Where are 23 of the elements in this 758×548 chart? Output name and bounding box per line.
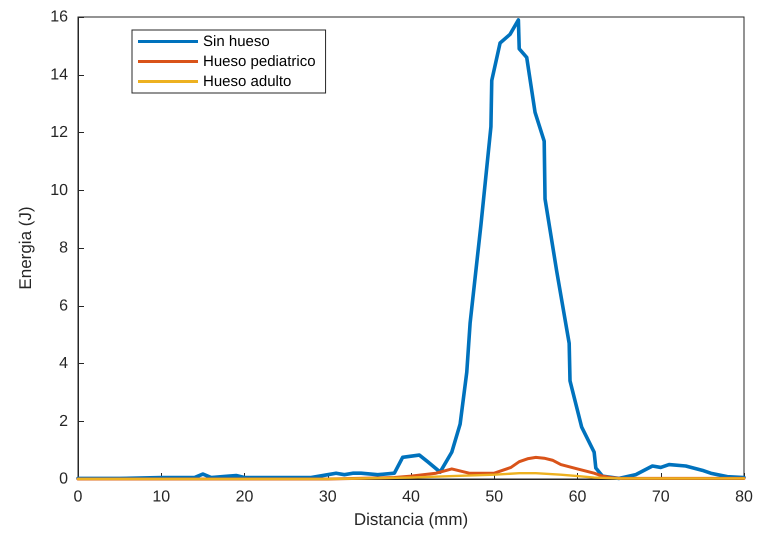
x-tick-label: 10 [152,488,170,506]
legend-label: Hueso pediatrico [203,53,316,70]
x-tick-label: 80 [735,488,753,506]
y-tick-label: 16 [50,8,68,26]
y-tick-label: 12 [50,124,68,141]
x-axis-title: Distancia (mm) [354,510,468,529]
x-tick-label: 60 [568,488,586,506]
x-tick-label: 50 [485,488,504,506]
y-tick-label: 10 [50,182,68,199]
legend-label: Sin hueso [203,33,270,50]
y-tick-label: 14 [50,66,68,84]
y-tick-label: 4 [59,355,68,372]
x-tick-label: 70 [652,488,670,506]
y-tick-label: 2 [59,412,68,430]
y-tick-label: 0 [59,470,68,488]
y-axis-title: Energia (J) [16,206,35,290]
y-tick-label: 8 [59,240,68,256]
x-tick-label: 0 [74,488,83,506]
legend-label: Hueso adulto [203,73,292,90]
x-tick-label: 30 [318,488,337,506]
x-tick-label: 20 [236,488,254,506]
y-tick-label: 6 [59,297,68,314]
x-tick-label: 40 [402,488,420,506]
